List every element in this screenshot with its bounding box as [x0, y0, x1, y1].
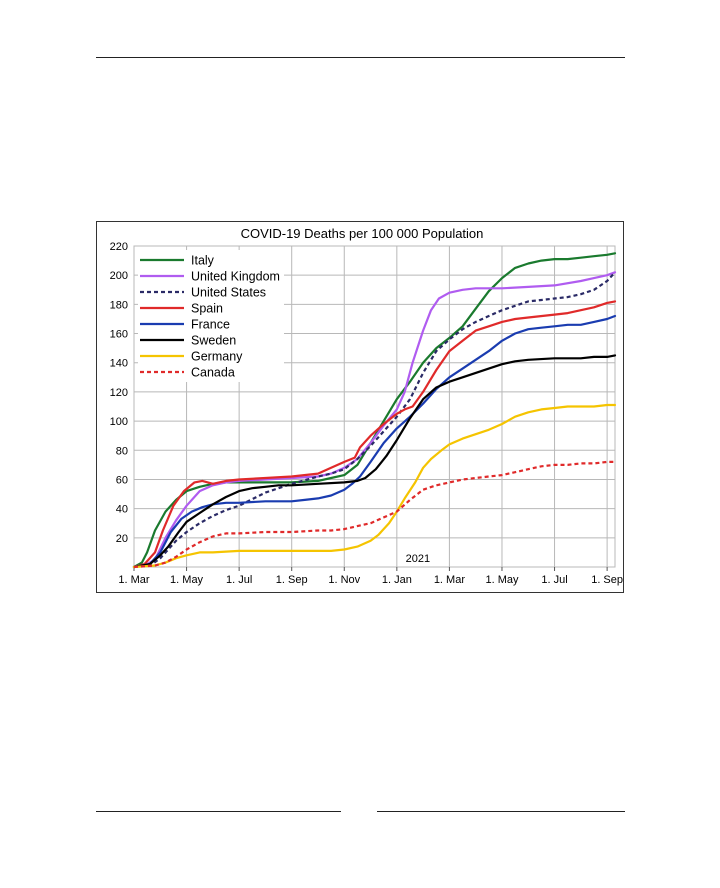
legend-label: France — [191, 318, 230, 332]
x-tick-label: 1. Jan — [382, 574, 412, 586]
grid-layer — [133, 245, 616, 568]
x-tick-label: 1. Sep — [591, 574, 623, 586]
footer-rule-right — [377, 811, 625, 812]
y-tick-label: 100 — [110, 416, 128, 428]
legend-label: Italy — [191, 254, 215, 268]
plot-border — [133, 245, 616, 568]
chart-title: COVID-19 Deaths per 100 000 Population — [241, 226, 484, 241]
series-line-italy — [132, 252, 617, 569]
year-annotation: 2021 — [406, 553, 430, 565]
series-line-united-states — [133, 271, 616, 569]
x-tick-label: 1. May — [170, 574, 204, 586]
x-tick-label: 1. Nov — [328, 574, 360, 586]
chart-frame: 20 40 60 80 100 120 140 160 180 200 220 1. Mar 1. Ma… — [96, 221, 624, 593]
series-line-sweden — [132, 354, 617, 569]
y-tick-label: 160 — [110, 329, 128, 341]
x-tick-label: 1. May — [485, 574, 519, 586]
series-line-germany — [132, 403, 617, 569]
legend-label: Spain — [191, 302, 223, 316]
axis-layer: 20 40 60 80 100 120 140 160 180 200 220 1. Mar 1. Ma… — [110, 241, 623, 586]
x-tick-label: 1. Jul — [226, 574, 252, 586]
legend-background — [138, 250, 284, 382]
x-tick-label: 1. Sep — [276, 574, 308, 586]
y-tick-label: 180 — [110, 299, 128, 311]
legend: Italy United Kingdom United States Spain Fra… — [138, 250, 284, 382]
series-line-spain — [132, 300, 617, 569]
legend-label: Sweden — [191, 334, 236, 348]
series-line-canada — [133, 460, 615, 569]
y-tick-label: 40 — [116, 504, 128, 516]
header-rule — [96, 57, 625, 58]
legend-label: Germany — [191, 350, 243, 364]
y-tick-label: 120 — [110, 387, 128, 399]
footer-rule-left — [96, 811, 341, 812]
y-tick-label: 80 — [116, 445, 128, 457]
x-tick-label: 1. Jul — [541, 574, 567, 586]
y-tick-label: 140 — [110, 358, 128, 370]
series-line-united-kingdom — [132, 271, 617, 569]
series-line-france — [132, 314, 617, 569]
x-tick-label: 1. Mar — [118, 574, 150, 586]
series-layer — [132, 252, 617, 569]
y-tick-label: 20 — [116, 533, 128, 545]
y-tick-label: 200 — [110, 270, 128, 282]
legend-label: United Kingdom — [191, 270, 280, 284]
legend-label: United States — [191, 286, 266, 300]
y-tick-label: 220 — [110, 241, 128, 253]
legend-label: Canada — [191, 366, 235, 380]
x-tick-label: 1. Mar — [434, 574, 466, 586]
y-tick-label: 60 — [116, 474, 128, 486]
deaths-line-chart: 20 40 60 80 100 120 140 160 180 200 220 1. Mar 1. Ma… — [110, 226, 623, 586]
